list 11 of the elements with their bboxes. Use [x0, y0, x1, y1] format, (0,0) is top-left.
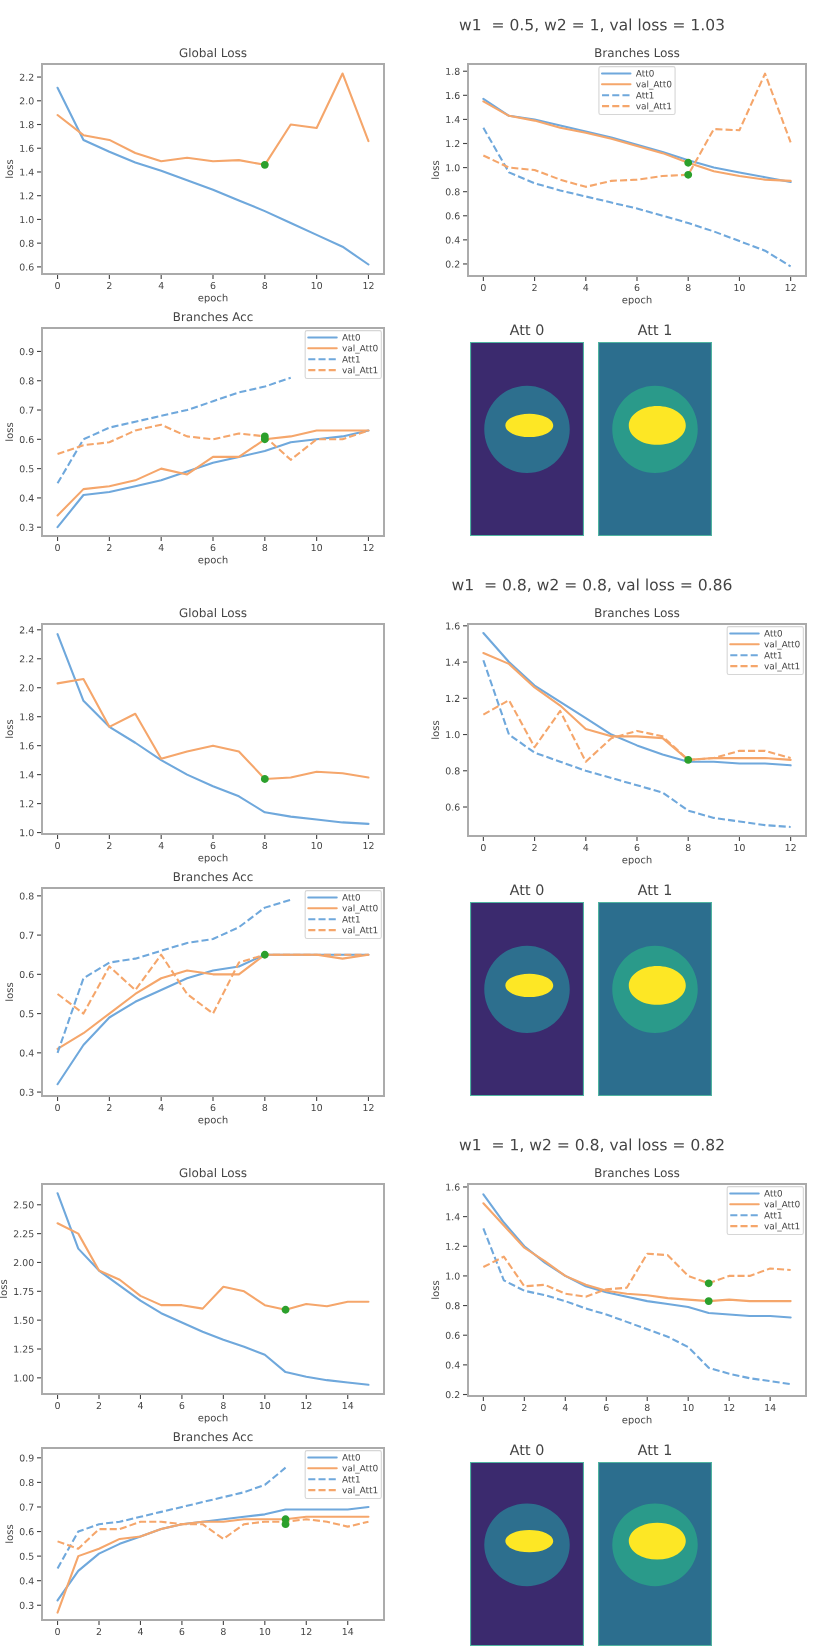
line-series [482, 72, 792, 188]
line-series [56, 1466, 287, 1570]
line-series [56, 898, 292, 1054]
line-series [56, 1192, 370, 1386]
line-series [482, 126, 792, 268]
line-series [56, 1222, 370, 1311]
line-series [56, 677, 370, 781]
line-series [56, 633, 370, 825]
line-series [56, 72, 370, 166]
line-series [56, 376, 292, 485]
line-series [56, 86, 370, 266]
